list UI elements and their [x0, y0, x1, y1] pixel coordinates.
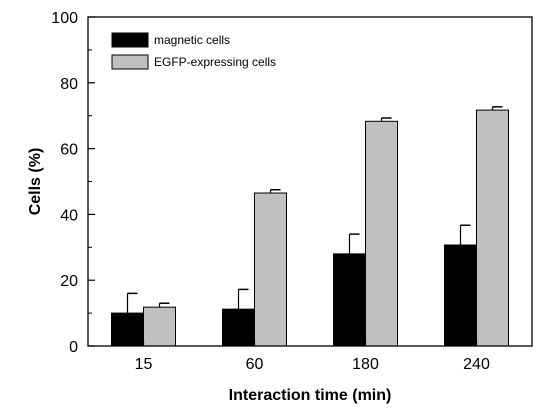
error-bars	[126, 106, 503, 314]
x-axis-title: Interaction time (min)	[229, 387, 392, 404]
x-tick-label: 60	[246, 356, 264, 373]
y-tick-label: 40	[60, 207, 78, 224]
legend-label-egfp: EGFP-expressing cells	[154, 55, 276, 69]
bar-magnetic	[333, 253, 366, 347]
y-tick-label: 100	[51, 10, 78, 27]
y-axis-ticks: 0 20 40 60 80 100	[51, 10, 95, 356]
bar-egfp	[254, 192, 287, 347]
bar-egfp	[143, 306, 176, 347]
y-tick-label: 20	[60, 273, 78, 290]
bar-magnetic	[444, 244, 477, 347]
y-tick-label: 0	[69, 339, 78, 356]
bar-magnetic	[222, 308, 255, 347]
bar-egfp	[476, 109, 509, 347]
plot-frame	[87, 16, 533, 347]
x-tick-label: 180	[352, 356, 379, 373]
bars	[111, 109, 509, 347]
bar-magnetic	[111, 312, 144, 347]
bar-egfp	[365, 120, 398, 347]
x-tick-label: 15	[135, 356, 153, 373]
y-axis-title: Cells (%)	[27, 148, 44, 216]
legend: magnetic cells EGFP-expressing cells	[111, 32, 276, 70]
legend-swatch-egfp	[111, 54, 149, 70]
x-tick-label: 240	[463, 356, 490, 373]
x-axis-tick-labels: 15 60 180 240	[135, 340, 490, 373]
y-tick-label: 80	[60, 76, 78, 93]
legend-label-magnetic: magnetic cells	[154, 33, 230, 47]
legend-swatch-magnetic	[111, 32, 149, 48]
y-tick-label: 60	[60, 142, 78, 159]
